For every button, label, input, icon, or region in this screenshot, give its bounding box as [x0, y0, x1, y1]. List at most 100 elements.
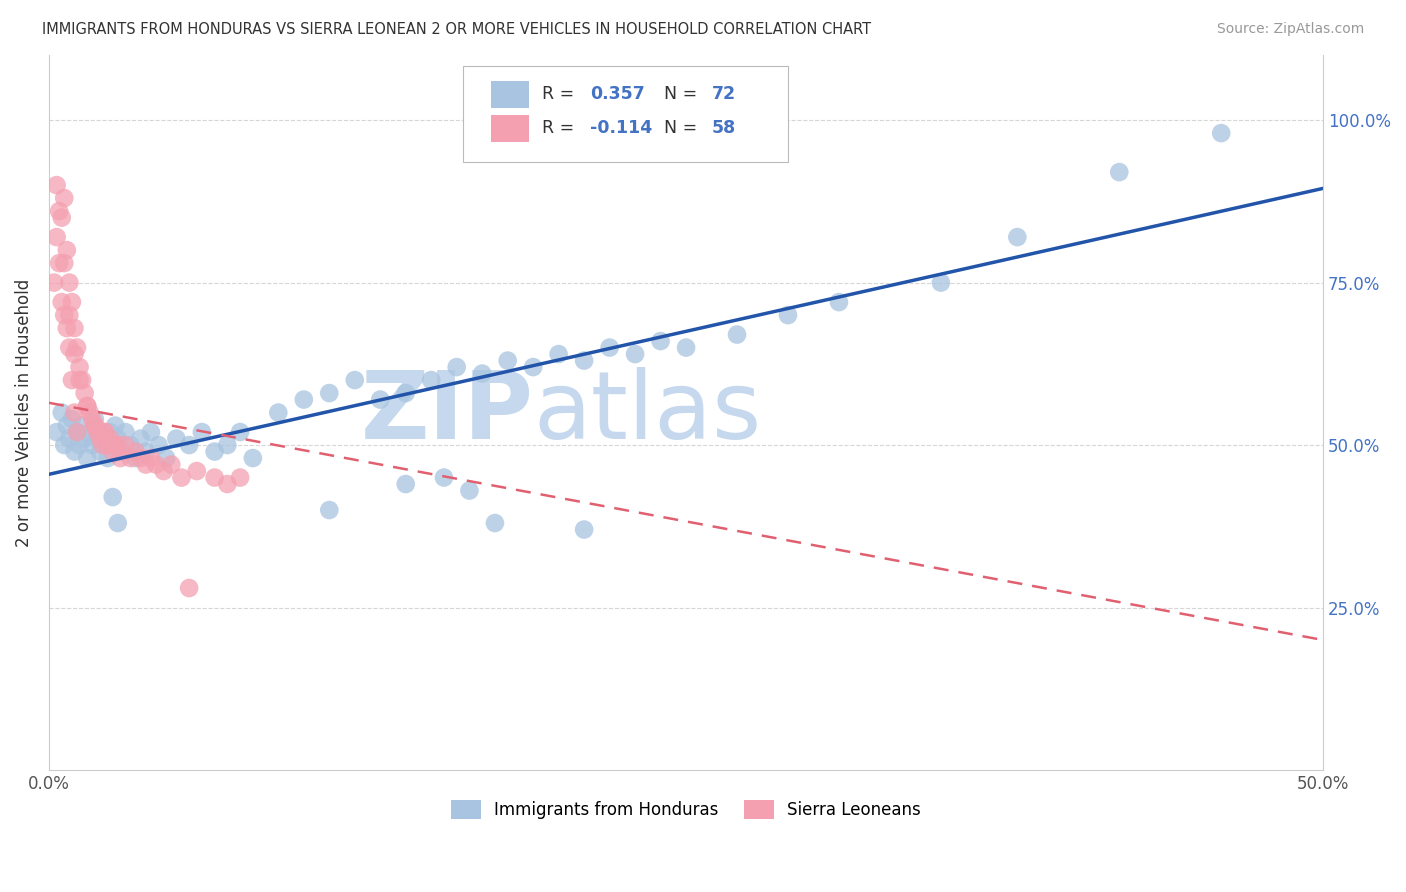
- Point: [56, 418, 79, 433]
- Point: [599, 341, 621, 355]
- Point: [89, 444, 111, 458]
- Point: [124, 451, 146, 466]
- Point: [120, 438, 142, 452]
- Point: [229, 425, 252, 439]
- Point: [139, 425, 162, 439]
- Text: 58: 58: [711, 119, 735, 137]
- Point: [204, 444, 226, 458]
- Point: [101, 444, 124, 458]
- Point: [572, 523, 595, 537]
- Point: [86, 425, 108, 439]
- Point: [145, 458, 167, 472]
- Point: [53, 308, 76, 322]
- Point: [110, 444, 132, 458]
- Point: [58, 276, 80, 290]
- Text: ZIP: ZIP: [360, 367, 533, 458]
- Point: [186, 464, 208, 478]
- Point: [114, 425, 136, 439]
- Point: [433, 470, 456, 484]
- Point: [73, 386, 96, 401]
- Point: [66, 425, 89, 439]
- Point: [165, 432, 187, 446]
- Point: [107, 516, 129, 530]
- Text: R =: R =: [543, 85, 579, 103]
- Point: [267, 406, 290, 420]
- Point: [86, 432, 108, 446]
- Point: [69, 438, 91, 452]
- Point: [572, 353, 595, 368]
- Point: [94, 425, 117, 439]
- Point: [51, 295, 73, 310]
- Point: [70, 418, 93, 433]
- Text: -0.114: -0.114: [591, 119, 652, 137]
- Point: [83, 418, 105, 433]
- Point: [110, 451, 132, 466]
- Point: [76, 399, 98, 413]
- Point: [42, 276, 65, 290]
- Point: [66, 341, 89, 355]
- Point: [58, 341, 80, 355]
- Point: [63, 406, 86, 420]
- Text: 72: 72: [711, 85, 735, 103]
- Text: N =: N =: [665, 119, 703, 137]
- Point: [76, 399, 98, 413]
- Point: [471, 367, 494, 381]
- Point: [484, 516, 506, 530]
- Point: [547, 347, 569, 361]
- Point: [395, 386, 418, 401]
- Point: [152, 464, 174, 478]
- Point: [98, 432, 121, 446]
- Point: [45, 178, 67, 193]
- Point: [63, 321, 86, 335]
- Point: [53, 438, 76, 452]
- Point: [458, 483, 481, 498]
- FancyBboxPatch shape: [463, 66, 787, 162]
- Point: [179, 581, 201, 595]
- Point: [94, 425, 117, 439]
- Point: [51, 406, 73, 420]
- Point: [94, 438, 117, 452]
- Point: [69, 373, 91, 387]
- Point: [91, 438, 114, 452]
- Point: [446, 360, 468, 375]
- Point: [70, 373, 93, 387]
- Point: [79, 425, 101, 439]
- Point: [129, 451, 152, 466]
- Point: [368, 392, 391, 407]
- Point: [101, 438, 124, 452]
- Point: [82, 412, 104, 426]
- Point: [60, 295, 83, 310]
- Point: [107, 432, 129, 446]
- Point: [58, 308, 80, 322]
- Point: [48, 256, 70, 270]
- Text: Source: ZipAtlas.com: Source: ZipAtlas.com: [1216, 22, 1364, 37]
- Point: [191, 425, 214, 439]
- Point: [129, 432, 152, 446]
- Point: [292, 392, 315, 407]
- Point: [318, 503, 340, 517]
- Point: [48, 204, 70, 219]
- Point: [98, 425, 121, 439]
- Point: [650, 334, 672, 348]
- Point: [217, 477, 239, 491]
- Point: [73, 432, 96, 446]
- Y-axis label: 2 or more Vehicles in Household: 2 or more Vehicles in Household: [15, 278, 32, 547]
- Point: [420, 373, 443, 387]
- Point: [58, 432, 80, 446]
- Text: 0.357: 0.357: [591, 85, 645, 103]
- Point: [204, 470, 226, 484]
- FancyBboxPatch shape: [491, 115, 529, 143]
- Point: [69, 360, 91, 375]
- Point: [60, 373, 83, 387]
- Point: [229, 470, 252, 484]
- Point: [318, 386, 340, 401]
- Point: [160, 458, 183, 472]
- Point: [242, 451, 264, 466]
- Point: [104, 418, 127, 433]
- Point: [155, 451, 177, 466]
- Point: [148, 438, 170, 452]
- Point: [53, 191, 76, 205]
- Point: [1108, 165, 1130, 179]
- Point: [45, 230, 67, 244]
- Point: [82, 438, 104, 452]
